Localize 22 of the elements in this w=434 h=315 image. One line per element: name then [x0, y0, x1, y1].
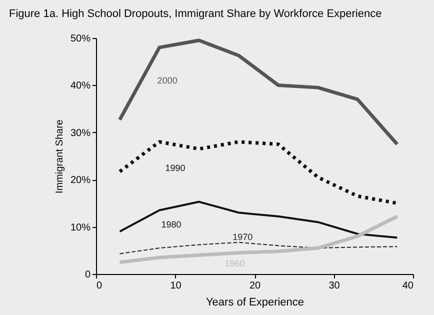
- line-series: [118, 140, 399, 205]
- y-tick-label: 20%: [70, 175, 91, 186]
- x-tick-label: 0: [96, 280, 102, 292]
- x-tick-label: 20: [249, 280, 261, 292]
- series-label: 1980: [161, 219, 182, 230]
- x-tick-label: 40: [402, 280, 414, 292]
- y-tick-label: 0: [84, 270, 91, 280]
- x-tick-label: 30: [328, 280, 340, 292]
- y-axis-title: Immigrant Share: [54, 119, 66, 194]
- chart-title: Figure 1a. High School Dropouts, Immigrant Share by Workforce Experience: [8, 8, 382, 20]
- y-tick-label: 40%: [70, 80, 91, 92]
- x-tick-label: 10: [170, 280, 182, 292]
- x-axis-title: Years of Experience: [206, 296, 304, 308]
- series-label: 1970: [232, 232, 253, 242]
- line-series: [118, 200, 398, 239]
- y-tick-label: 30%: [70, 128, 91, 139]
- series-label: 2000: [157, 75, 178, 86]
- line-series: [118, 38, 399, 146]
- y-tick-label: 10%: [70, 222, 91, 234]
- series-label: 1990: [165, 162, 186, 173]
- y-tick-label: 50%: [70, 34, 91, 44]
- line-series: [119, 242, 398, 254]
